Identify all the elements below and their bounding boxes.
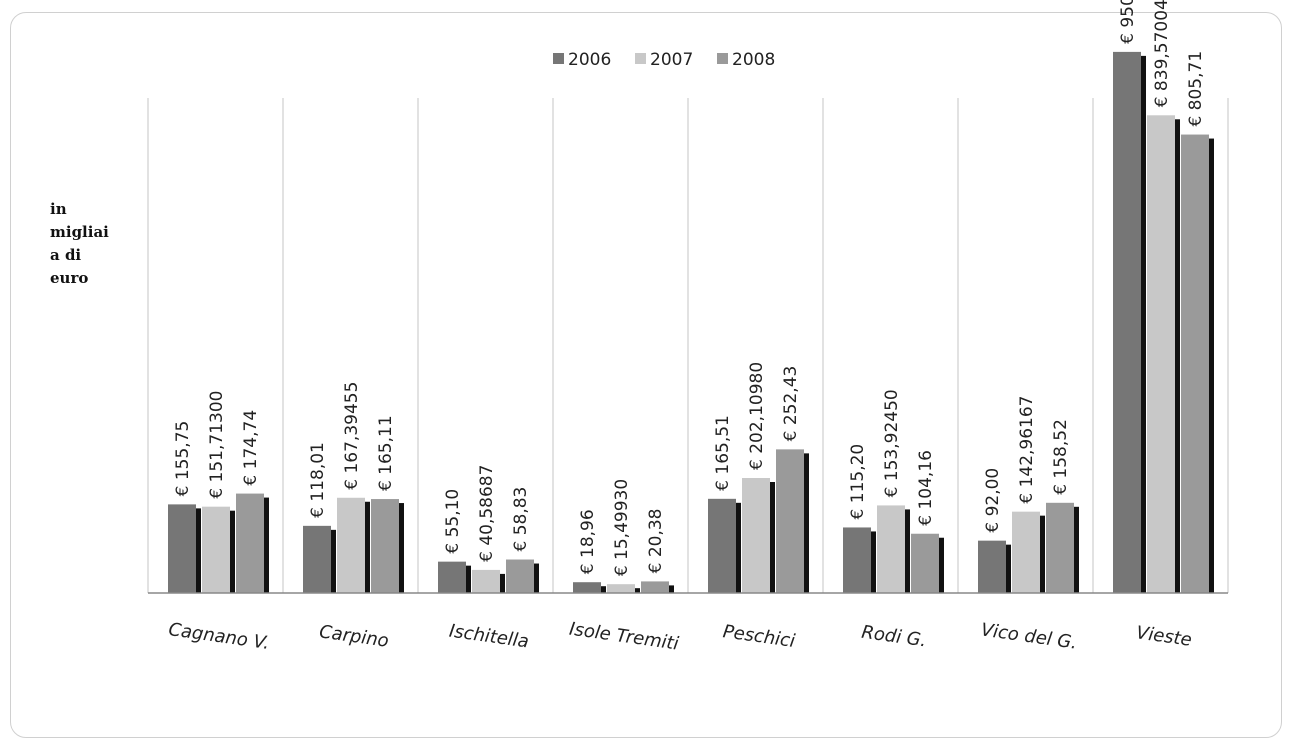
data-label: € 202,10980 [747, 362, 767, 470]
data-label: € 40,58687 [477, 465, 497, 562]
data-label: € 142,96167 [1017, 395, 1037, 503]
data-label: € 151,71300 [207, 391, 227, 499]
category-separators [147, 98, 1229, 593]
data-label: € 18,96 [578, 509, 598, 574]
bar-2008-cagnano-v- [236, 493, 264, 593]
bar-2006-vieste [1113, 51, 1141, 593]
data-label: € 92,00 [983, 468, 1003, 533]
category-label: Ischitella [448, 621, 530, 653]
data-label: € 839,57004 [1152, 0, 1172, 107]
data-label: € 165,11 [376, 415, 396, 491]
data-label: € 15,49930 [612, 479, 632, 576]
data-label: € 20,38 [646, 509, 666, 574]
bar-2007-ischitella [472, 569, 500, 593]
bar-2007-rodi-g- [877, 505, 905, 593]
data-label: € 158,52 [1051, 419, 1071, 495]
bar-2007-vico-del-g- [1012, 511, 1040, 593]
data-label: € 805,71 [1186, 51, 1206, 127]
bars [168, 51, 1214, 594]
legend-swatch-2006 [553, 53, 564, 64]
category-label: Rodi G. [860, 622, 928, 652]
y-axis-label-line: in [50, 200, 67, 218]
data-label: € 115,20 [848, 444, 868, 520]
bar-2007-carpino [337, 497, 365, 593]
legend-swatch-2007 [635, 53, 646, 64]
data-labels: € 155,75 € 151,71300 € 174,74 € 118,01 € 167… [173, 0, 1206, 576]
data-label: € 155,75 [173, 421, 193, 497]
bar-2008-peschici [776, 449, 804, 593]
bar-2008-vieste [1181, 134, 1209, 593]
data-label: € 950,98 [1118, 0, 1138, 44]
bar-2007-peschici [742, 477, 770, 593]
category-label: Vico del G. [980, 619, 1079, 653]
bar-2008-isole-tremiti [641, 581, 669, 593]
y-axis-label-line: a di [50, 246, 81, 264]
category-label: Peschici [722, 621, 797, 652]
bar-2008-ischitella [506, 559, 534, 593]
data-label: € 118,01 [308, 442, 328, 518]
data-label: € 252,43 [781, 366, 801, 442]
category-labels: Cagnano V. Carpino Ischitella Isole Tremiti… [167, 618, 1193, 654]
bar-2006-isole-tremiti [573, 582, 601, 593]
category-label: Carpino [318, 621, 390, 652]
data-label: € 167,39455 [342, 382, 362, 490]
bar-2006-vico-del-g- [978, 540, 1006, 593]
bar-2006-rodi-g- [843, 527, 871, 593]
y-axis-label-line: migliai [50, 223, 109, 241]
legend-label-2006: 2006 [568, 50, 611, 70]
legend-label-2007: 2007 [650, 50, 693, 70]
bar-2007-vieste [1147, 115, 1175, 594]
data-label: € 58,83 [511, 487, 531, 552]
category-label: Cagnano V. [167, 619, 271, 654]
data-label: € 174,74 [241, 410, 261, 486]
legend: 2006 2007 2008 [553, 50, 775, 70]
bar-2006-ischitella [438, 561, 466, 593]
bar-2006-carpino [303, 525, 331, 593]
category-label: Isole Tremiti [568, 618, 680, 654]
data-label: € 55,10 [443, 489, 463, 554]
legend-swatch-2008 [717, 53, 728, 64]
legend-label-2008: 2008 [732, 50, 775, 70]
bar-2006-peschici [708, 498, 736, 593]
data-label: € 104,16 [916, 450, 936, 526]
chart-frame [10, 12, 1282, 738]
bar-2008-rodi-g- [911, 533, 939, 593]
bar-2007-isole-tremiti [607, 584, 635, 593]
bar-2007-cagnano-v- [202, 506, 230, 593]
y-axis-label: in migliai a di euro [50, 200, 109, 287]
data-label: € 165,51 [713, 415, 733, 491]
bar-2006-cagnano-v- [168, 504, 196, 593]
data-label: € 153,92450 [882, 389, 902, 497]
y-axis-label-line: euro [50, 269, 88, 287]
category-label: Vieste [1135, 622, 1193, 651]
bar-2008-carpino [371, 499, 399, 593]
bar-2008-vico-del-g- [1046, 502, 1074, 593]
